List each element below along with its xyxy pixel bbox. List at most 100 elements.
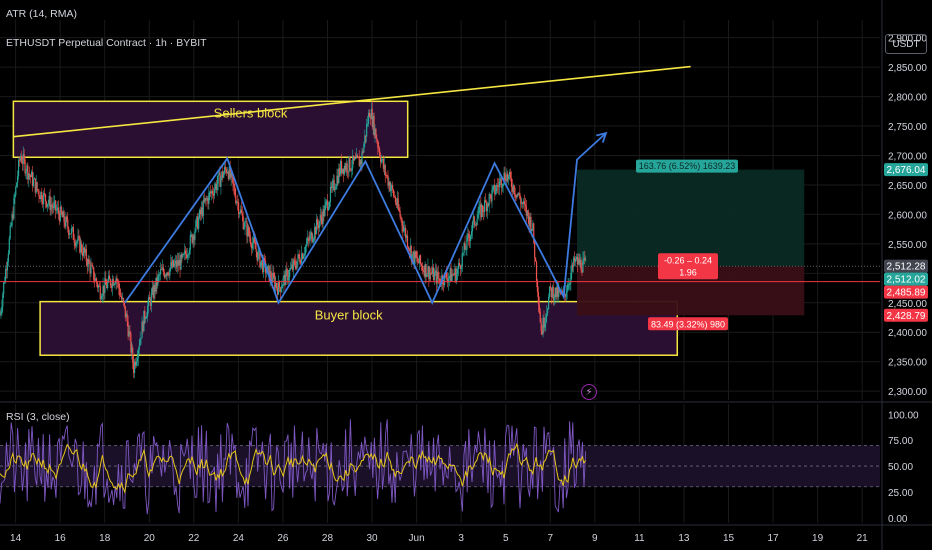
candle-body xyxy=(294,260,296,266)
candle-body xyxy=(378,147,380,150)
candle-body xyxy=(281,286,283,289)
price-tag-label: 2,485.89 xyxy=(887,288,926,299)
candle-body xyxy=(359,160,361,167)
buyer-block-zone xyxy=(39,300,679,356)
candle-body xyxy=(458,263,461,266)
candle-body xyxy=(15,186,17,196)
price-tick-label: 2,300.00 xyxy=(888,387,927,398)
candle-body xyxy=(500,178,502,188)
candle-body xyxy=(128,331,130,337)
candle-body xyxy=(222,171,224,178)
sellers-block-zone xyxy=(12,100,409,159)
zone-rect xyxy=(39,300,679,356)
candle-body xyxy=(266,265,268,272)
candle-body xyxy=(400,216,402,219)
candle-body xyxy=(21,162,23,164)
candle-body xyxy=(403,228,405,232)
candle-body xyxy=(108,275,110,282)
candle-body xyxy=(162,267,164,273)
time-tick-label: 5 xyxy=(503,533,509,544)
time-tick-label: 7 xyxy=(547,533,553,544)
candle-body xyxy=(201,207,203,217)
currency-button[interactable]: USDT xyxy=(885,34,927,54)
candle-body xyxy=(139,338,141,346)
candle-body xyxy=(104,278,106,293)
candle-body xyxy=(50,204,52,211)
candle-body xyxy=(481,205,483,218)
candle-body xyxy=(61,213,63,218)
candle-body xyxy=(1,306,3,312)
candle-body xyxy=(362,151,364,153)
candle-body xyxy=(250,237,252,245)
time-tick-label: 26 xyxy=(277,533,289,544)
candle-body xyxy=(146,306,149,317)
target-label-bg xyxy=(636,159,738,173)
candle-body xyxy=(0,314,1,316)
candle-body xyxy=(310,232,312,236)
candle-body xyxy=(232,176,234,184)
candle-body xyxy=(209,191,211,194)
candle-body xyxy=(301,253,303,264)
candle-body xyxy=(437,271,439,279)
candle-body xyxy=(96,283,99,288)
candle-body xyxy=(124,305,126,318)
candle-body xyxy=(490,194,492,202)
candle-body xyxy=(244,221,246,228)
candle-body xyxy=(341,168,344,173)
candle-body xyxy=(529,216,531,227)
time-tick-label: 9 xyxy=(592,533,598,544)
candle-body xyxy=(52,206,54,209)
candle-body xyxy=(2,293,4,307)
candle-body xyxy=(346,163,348,172)
candle-body xyxy=(569,282,571,285)
candle-body xyxy=(173,263,176,267)
candle-body xyxy=(87,259,89,268)
candle-body xyxy=(263,258,266,261)
candle-body xyxy=(526,210,528,216)
candle-body xyxy=(183,253,185,255)
candle-body xyxy=(538,304,540,312)
candle-body xyxy=(132,347,134,363)
candle-body xyxy=(329,186,332,202)
rsi-indicator-label[interactable]: RSI (3, close) xyxy=(6,411,70,423)
candle-body xyxy=(19,157,22,160)
atr-indicator-label[interactable]: ATR (14, RMA) xyxy=(6,8,77,20)
candle-body xyxy=(90,265,92,274)
price-tick-label: 2,600.00 xyxy=(888,210,927,221)
candle-body xyxy=(508,175,510,180)
candle-body xyxy=(299,256,301,263)
price-tag-bg xyxy=(884,285,928,299)
candle-body xyxy=(333,180,335,191)
candle-body xyxy=(81,243,83,253)
candle-body xyxy=(100,298,102,300)
candle-body xyxy=(24,159,26,174)
candle-body xyxy=(509,172,512,179)
candle-body xyxy=(72,227,74,240)
candle-body xyxy=(423,270,425,277)
candle-body xyxy=(185,250,187,255)
candle-body xyxy=(395,202,397,206)
candle-body xyxy=(536,280,539,292)
candle-body xyxy=(146,316,148,319)
candle-body xyxy=(225,169,228,173)
candle-body xyxy=(116,278,118,282)
candle-body xyxy=(234,187,236,196)
candle-body xyxy=(9,225,11,239)
candle-body xyxy=(163,272,165,278)
candle-body xyxy=(494,184,496,195)
candle-body xyxy=(58,213,61,222)
rsi-tick-label: 0.00 xyxy=(888,514,908,525)
candle-body xyxy=(351,167,353,171)
candle-body xyxy=(501,186,503,188)
candle-body xyxy=(553,297,555,301)
candle-body xyxy=(459,265,462,270)
candle-body xyxy=(302,253,304,259)
candle-body xyxy=(151,287,153,294)
candle-body xyxy=(138,345,140,350)
zigzag-projection xyxy=(124,132,607,305)
candle-body xyxy=(75,242,77,247)
bolt-icon[interactable]: ⚡ xyxy=(581,384,597,400)
candle-body xyxy=(382,158,384,169)
candle-body xyxy=(227,171,229,179)
